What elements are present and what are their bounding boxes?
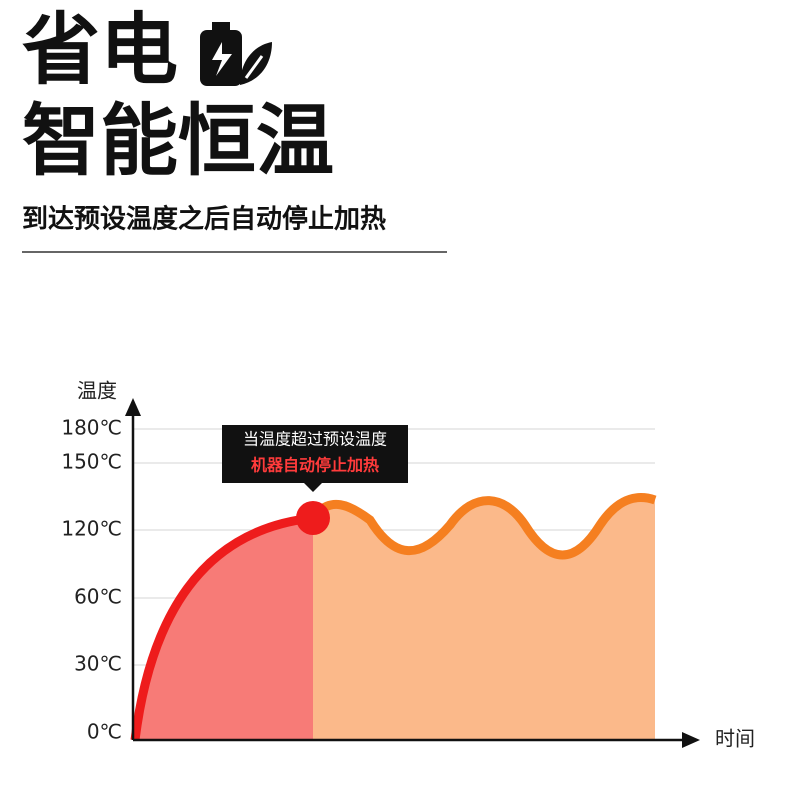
y-tick-label: 60℃ — [74, 585, 122, 609]
y-tick-label: 120℃ — [61, 517, 122, 541]
y-tick-label: 150℃ — [61, 450, 122, 474]
threshold-dot — [296, 501, 330, 535]
title-line1: 省电 — [22, 5, 178, 95]
callout: 当温度超过预设温度 机器自动停止加热 — [222, 425, 408, 492]
callout-line1: 当温度超过预设温度 — [243, 430, 387, 449]
red-curve — [130, 513, 314, 741]
callout-line2: 机器自动停止加热 — [251, 456, 379, 475]
y-tick-label: 0℃ — [87, 720, 122, 744]
orange-curve — [309, 493, 657, 560]
battery-leaf-icon — [200, 22, 272, 86]
y-tick-label: 30℃ — [74, 652, 122, 676]
orange-area — [313, 497, 655, 740]
y-axis-label: 温度 — [77, 379, 117, 403]
title-line2: 智能恒温 — [22, 96, 334, 186]
x-axis-label: 时间 — [715, 727, 755, 751]
red-area — [135, 518, 313, 740]
y-arrow — [125, 398, 141, 416]
y-tick-label: 180℃ — [61, 416, 122, 440]
subtitle: 到达预设温度之后自动停止加热 — [22, 204, 386, 235]
x-arrow — [682, 732, 700, 748]
